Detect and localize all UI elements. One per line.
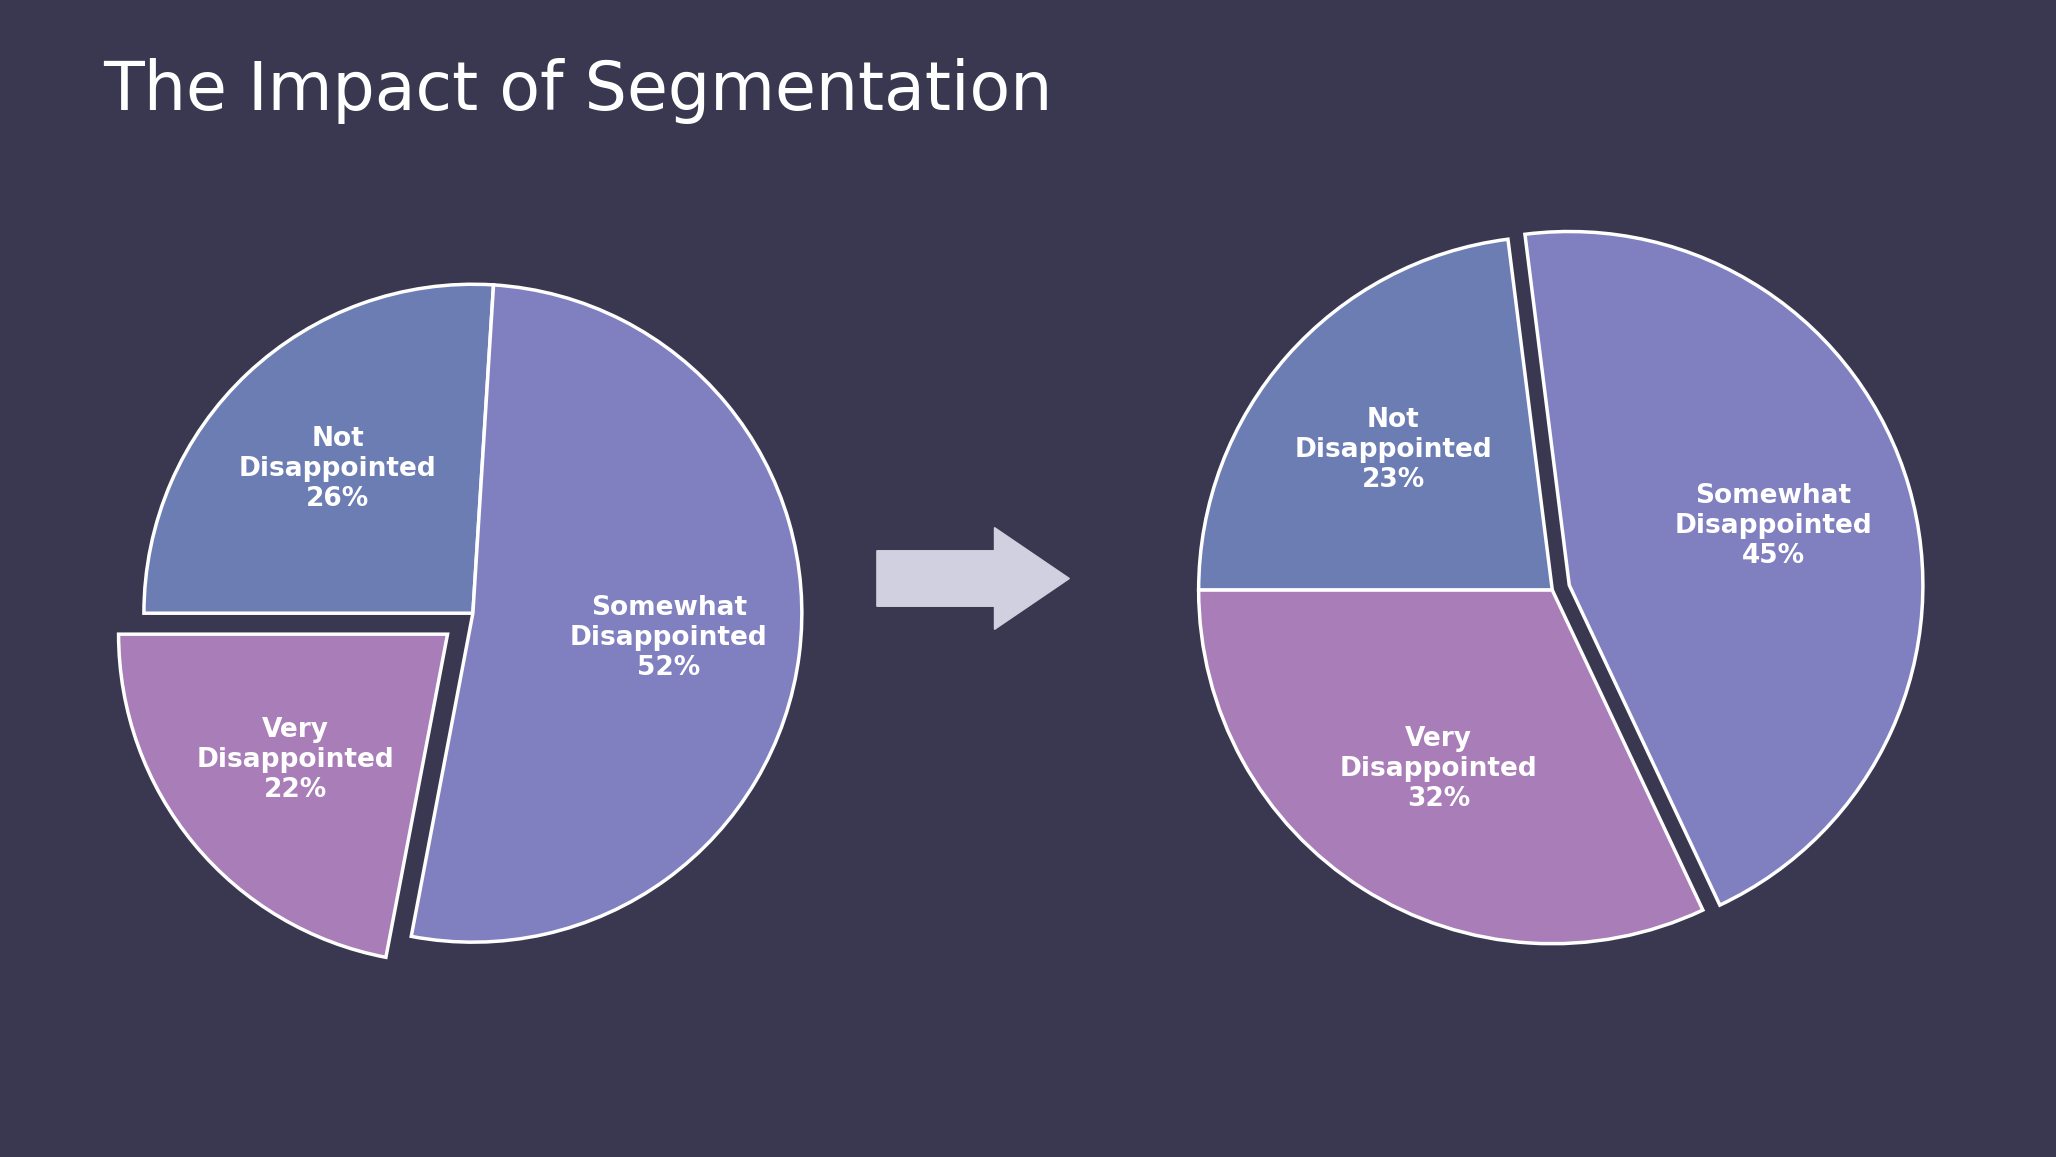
Text: Somewhat
Disappointed
45%: Somewhat Disappointed 45% [1674,482,1871,569]
Wedge shape [411,285,802,942]
Text: Not
Disappointed
23%: Not Disappointed 23% [1293,407,1493,493]
Text: Very
Disappointed
32%: Very Disappointed 32% [1341,727,1538,812]
Wedge shape [144,285,493,613]
Text: The Impact of Segmentation: The Impact of Segmentation [103,58,1053,124]
Wedge shape [119,634,448,957]
Wedge shape [1199,239,1552,590]
FancyArrow shape [876,528,1069,629]
Text: Somewhat
Disappointed
52%: Somewhat Disappointed 52% [570,595,767,681]
Text: Very
Disappointed
22%: Very Disappointed 22% [197,717,395,803]
Text: Not
Disappointed
26%: Not Disappointed 26% [238,426,436,513]
Wedge shape [1526,231,1922,905]
Wedge shape [1199,590,1702,944]
